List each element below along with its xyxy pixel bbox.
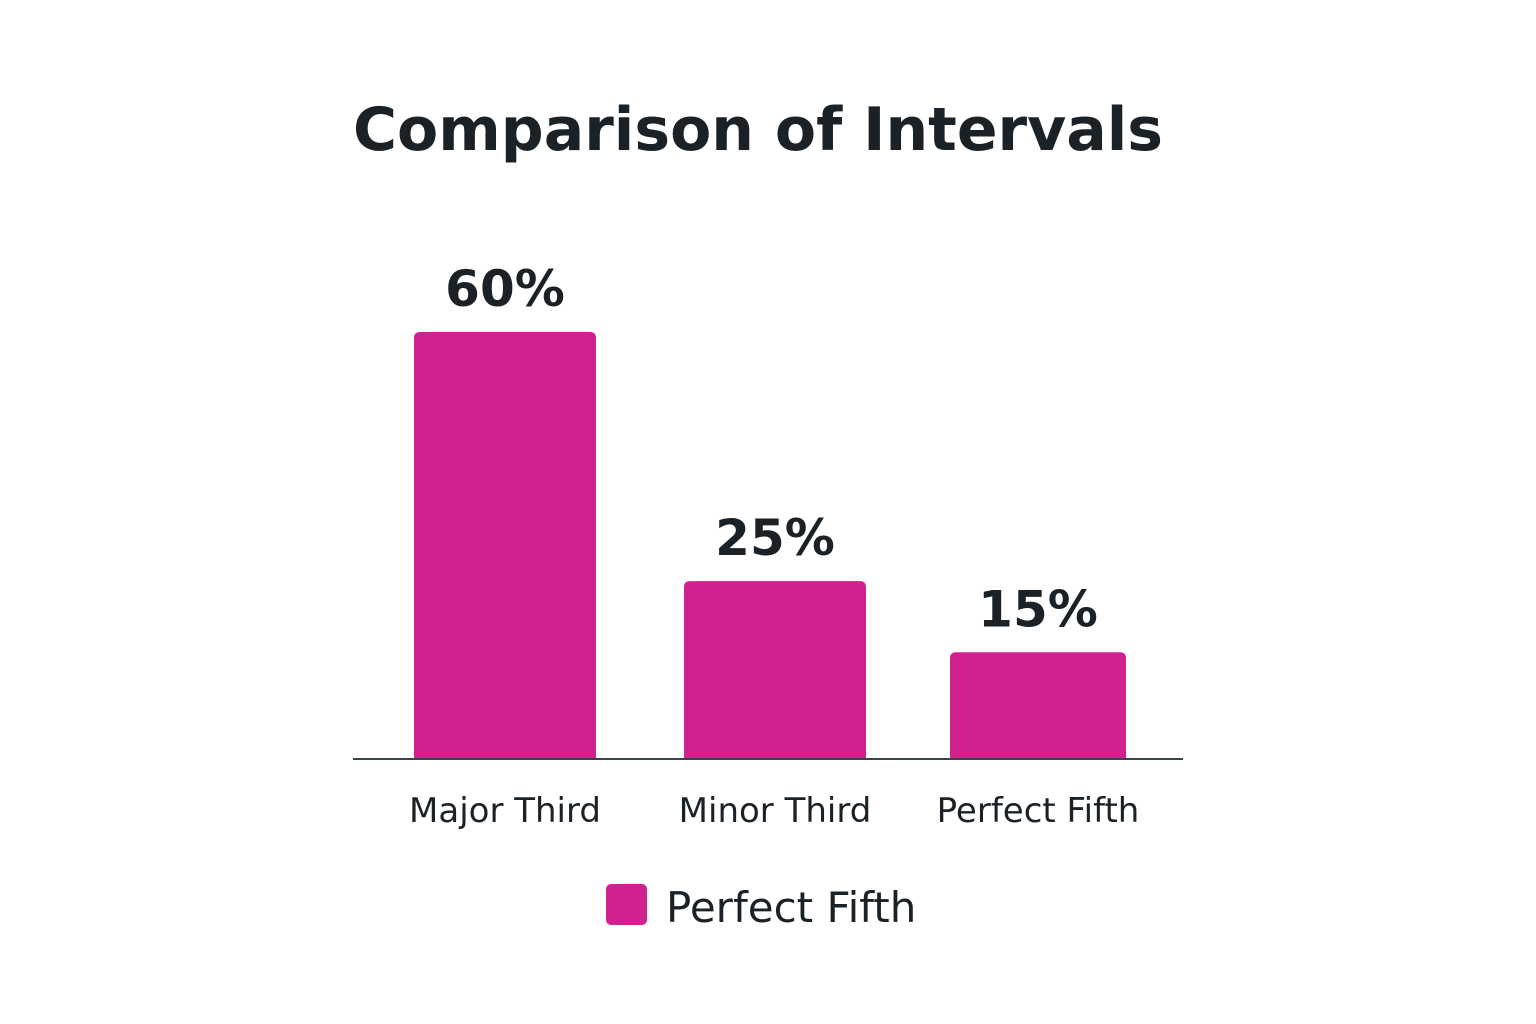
legend-swatch xyxy=(606,884,647,925)
x-tick-label-major-third: Major Third xyxy=(409,791,601,831)
bar-major-third xyxy=(414,332,596,759)
bars-layer: 60% Major Third 25% Minor Third 15% Perfect F… xyxy=(409,260,1139,831)
legend: Perfect Fifth xyxy=(606,883,916,932)
data-label-major-third: 60% xyxy=(445,260,565,318)
legend-label: Perfect Fifth xyxy=(666,883,916,932)
chart-title: Comparison of Intervals xyxy=(353,95,1163,165)
x-tick-label-perfect-fifth: Perfect Fifth xyxy=(937,791,1140,831)
bar-minor-third xyxy=(684,581,866,759)
data-label-minor-third: 25% xyxy=(715,509,835,567)
data-label-perfect-fifth: 15% xyxy=(978,580,1098,638)
bar-perfect-fifth xyxy=(950,652,1126,759)
x-tick-label-minor-third: Minor Third xyxy=(679,791,872,831)
